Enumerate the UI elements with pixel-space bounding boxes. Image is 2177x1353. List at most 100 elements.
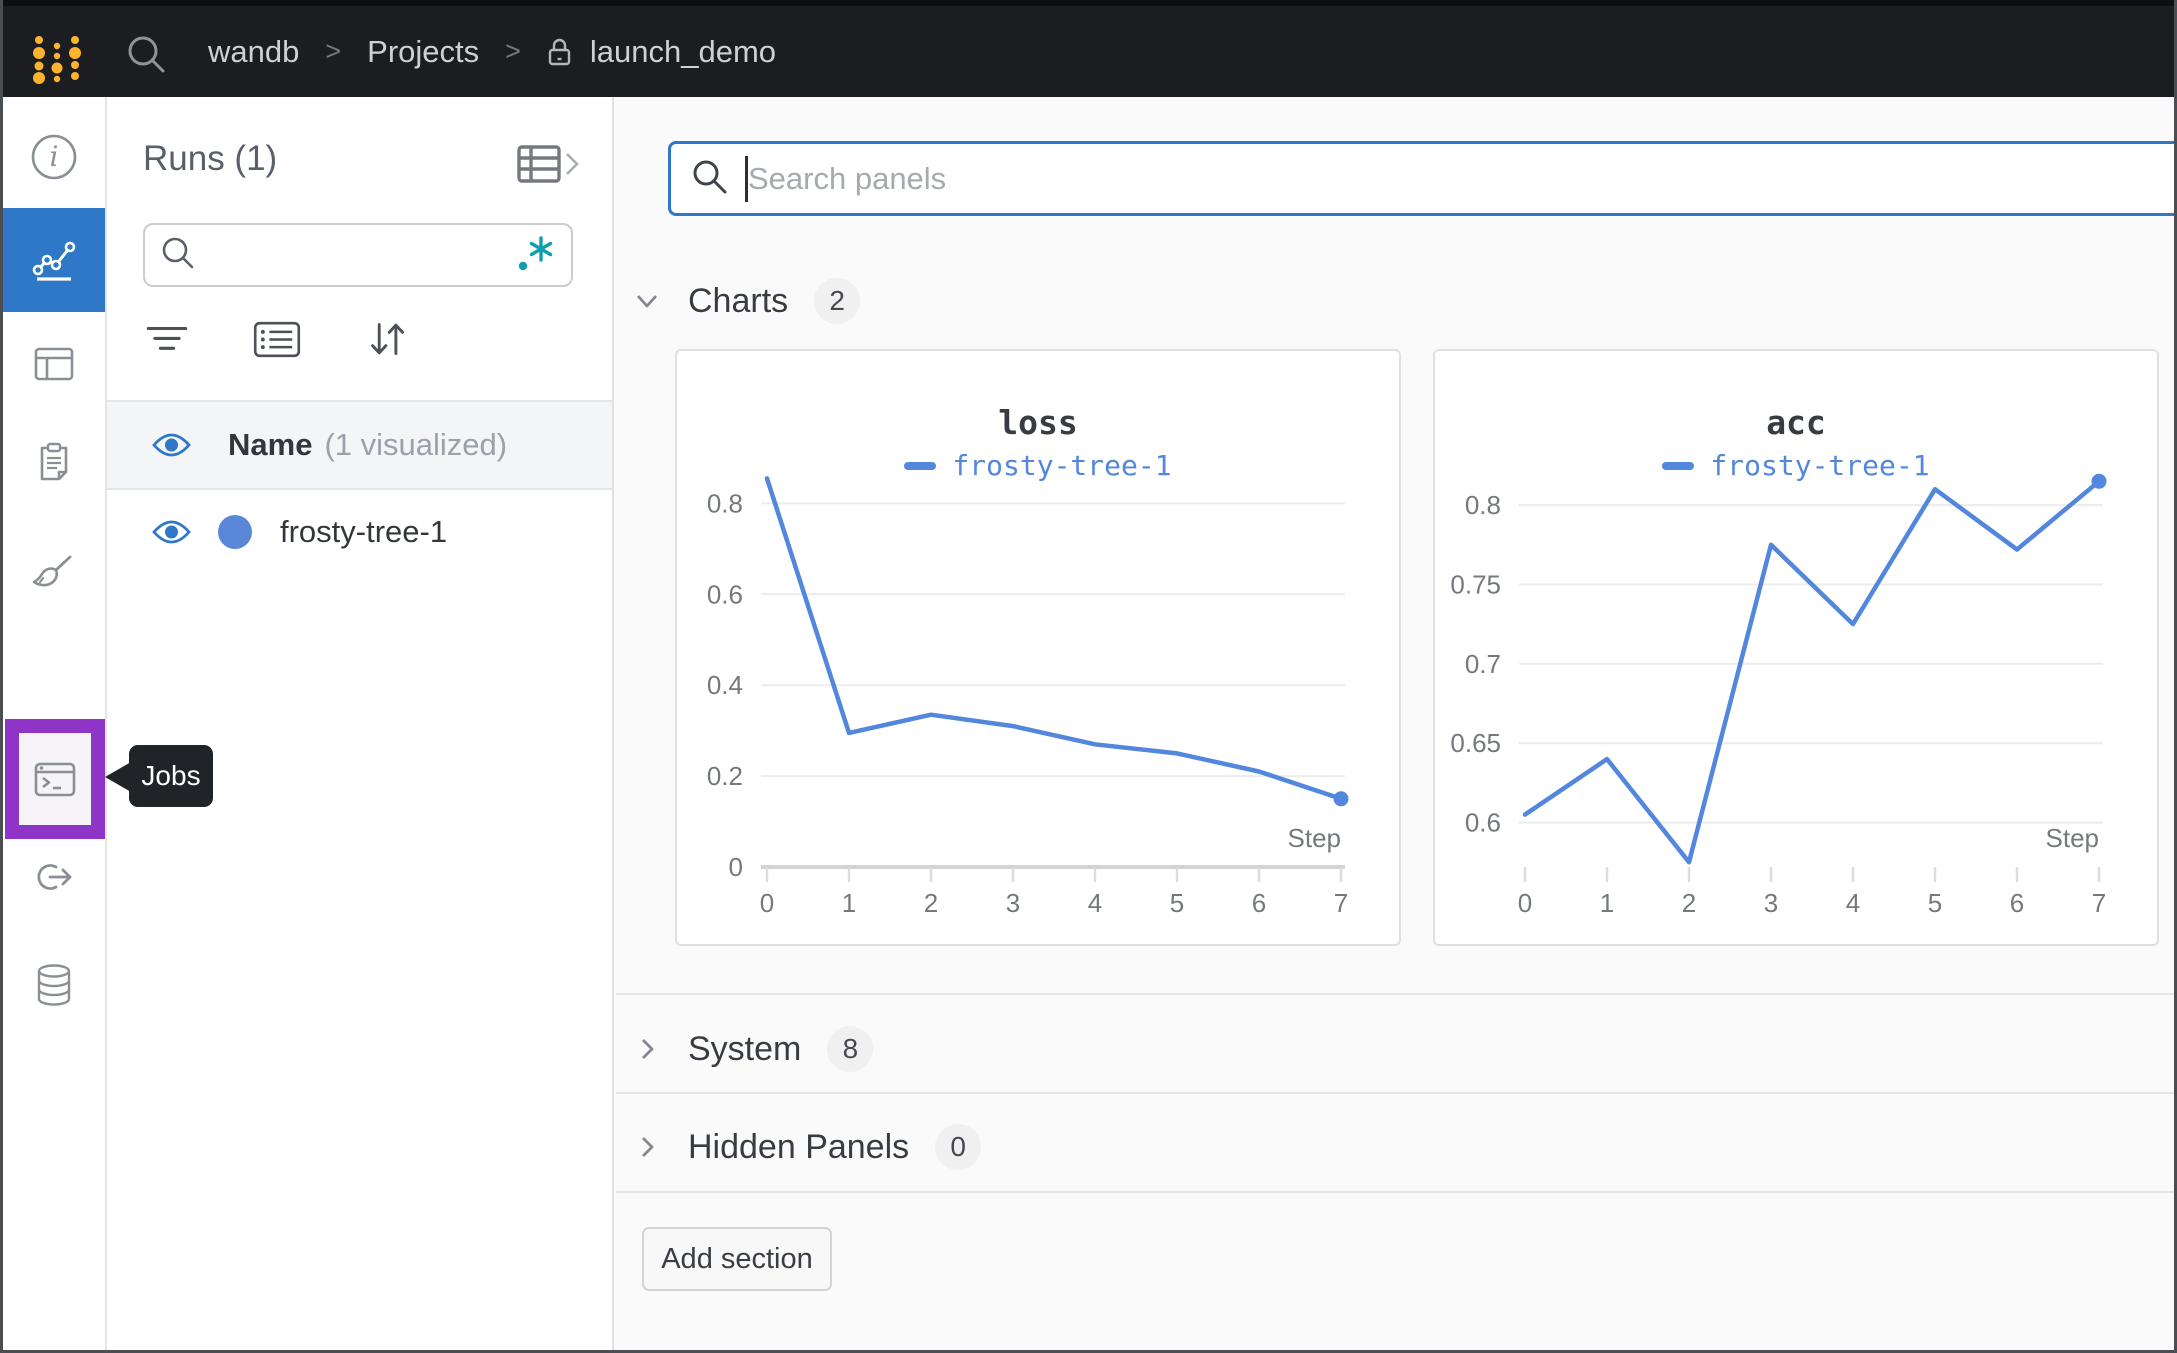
table-icon	[34, 347, 74, 381]
panel-search-input[interactable]	[748, 160, 2174, 197]
legend-run-name[interactable]: frosty-tree-1	[1710, 449, 1930, 482]
svg-text:1: 1	[842, 888, 856, 918]
svg-text:0.4: 0.4	[707, 670, 743, 700]
runs-search-box[interactable]	[143, 223, 573, 287]
section-count-badge: 8	[827, 1026, 874, 1072]
chart-legend: frosty-tree-1	[677, 449, 1399, 482]
workspace-main: Charts 2 loss frosty-tree-1 0 0.2 0.4 0.6 0.8 0…	[616, 97, 2174, 1350]
svg-text:0.2: 0.2	[707, 761, 743, 791]
svg-text:0.75: 0.75	[1450, 570, 1501, 600]
text-cursor	[745, 155, 748, 202]
tooltip-arrow	[105, 762, 131, 792]
clipboard-icon	[40, 442, 68, 481]
breadcrumb-separator: >	[325, 36, 342, 66]
svg-text:7: 7	[2092, 888, 2106, 918]
svg-text:5: 5	[1928, 888, 1942, 918]
broom-icon	[32, 555, 72, 587]
breadcrumb-separator: >	[505, 36, 521, 66]
legend-line-icon	[1662, 461, 1695, 470]
svg-text:0.65: 0.65	[1450, 728, 1501, 758]
wandb-logo-icon[interactable]	[29, 28, 85, 84]
nav-jobs-button[interactable]	[5, 719, 105, 839]
breadcrumb-project-name[interactable]: launch_demo	[589, 33, 777, 69]
svg-text:Step: Step	[1288, 823, 1342, 853]
svg-text:0.8: 0.8	[707, 488, 743, 518]
legend-line-icon	[904, 461, 937, 470]
terminal-icon	[34, 762, 76, 797]
nav-launch-button[interactable]	[3, 826, 105, 930]
top-navigation-bar: wandb > Projects > launch_demo	[3, 0, 2174, 97]
svg-text:0.7: 0.7	[1465, 649, 1501, 679]
runs-sidebar: Runs (1)	[107, 97, 614, 1350]
runs-search-input[interactable]	[199, 239, 513, 271]
runs-toolbar	[143, 315, 533, 363]
line-chart-plot[interactable]: 0 0.2 0.4 0.6 0.8 0 1 2 3 4 5 6 7 Step	[677, 351, 1403, 948]
database-icon	[37, 964, 71, 1006]
svg-text:6: 6	[2010, 888, 2024, 918]
run-color-dot[interactable]	[218, 515, 252, 549]
runs-header-annotation: (1 visualized)	[324, 427, 508, 462]
chevron-down-icon	[636, 295, 658, 308]
chevron-right-icon	[642, 1039, 654, 1059]
breadcrumb-projects[interactable]: Projects	[367, 33, 480, 69]
chart-legend: frosty-tree-1	[1435, 449, 2157, 482]
info-icon: i	[31, 134, 77, 180]
run-row[interactable]: frosty-tree-1	[107, 490, 612, 574]
runs-list-header-row: Name (1 visualized)	[107, 402, 612, 488]
section-count-badge: 0	[935, 1124, 982, 1170]
svg-text:7: 7	[1334, 888, 1348, 918]
lock-icon	[548, 38, 571, 65]
section-count-badge: 2	[814, 278, 861, 324]
line-chart-plot[interactable]: 0.6 0.65 0.7 0.75 0.8 0 1 2 3 4 5 6 7 Step	[1435, 351, 2161, 948]
section-header-hidden-panels[interactable]: Hidden Panels 0	[634, 1123, 982, 1171]
run-name[interactable]: frosty-tree-1	[280, 514, 448, 549]
svg-text:0.6: 0.6	[1465, 808, 1501, 838]
visibility-eye-icon[interactable]	[151, 430, 192, 460]
sort-button[interactable]	[363, 317, 411, 361]
chart-title: loss	[998, 403, 1078, 442]
svg-text:0: 0	[729, 852, 743, 882]
nav-runs-table-button[interactable]	[3, 312, 105, 416]
divider	[616, 1191, 2174, 1193]
panel-search-box[interactable]	[668, 141, 2174, 216]
launch-arrow-icon	[37, 864, 72, 890]
filter-button[interactable]	[143, 317, 191, 361]
sort-arrows-icon	[371, 323, 404, 355]
chart-panel-loss[interactable]: loss frosty-tree-1 0 0.2 0.4 0.6 0.8 0 1 2 3 4 5 6 7 St…	[675, 349, 1401, 946]
list-icon	[253, 321, 301, 357]
left-nav-rail: i	[3, 97, 213, 1350]
chart-title: acc	[1766, 403, 1826, 442]
runs-header-name[interactable]: Name	[228, 427, 313, 462]
section-label: Hidden Panels	[688, 1127, 910, 1166]
search-icon[interactable]	[125, 34, 169, 78]
search-icon	[693, 160, 727, 193]
section-header-charts[interactable]: Charts 2	[634, 277, 861, 325]
expand-runs-table-button[interactable]	[515, 143, 585, 185]
svg-text:3: 3	[1764, 888, 1778, 918]
nav-sweeps-button[interactable]	[3, 522, 105, 626]
nav-workspace-button[interactable]	[3, 208, 105, 312]
regex-toggle-icon[interactable]	[513, 233, 557, 277]
section-header-system[interactable]: System 8	[634, 1025, 874, 1073]
divider	[107, 400, 612, 402]
chart-panel-acc[interactable]: acc frosty-tree-1 0.6 0.65 0.7 0.75 0.8 0 1 2 3 4 5 6…	[1433, 349, 2159, 946]
svg-text:1: 1	[1600, 888, 1614, 918]
svg-text:3: 3	[1006, 888, 1020, 918]
divider	[616, 993, 2174, 995]
filter-icon	[146, 326, 188, 350]
jobs-tooltip: Jobs	[129, 745, 213, 807]
svg-text:0: 0	[760, 888, 774, 918]
svg-text:2: 2	[924, 888, 938, 918]
nav-logs-button[interactable]	[3, 411, 105, 515]
add-section-button[interactable]: Add section	[642, 1227, 832, 1291]
nav-artifacts-button[interactable]	[3, 933, 105, 1037]
svg-text:i: i	[50, 140, 59, 173]
legend-run-name[interactable]: frosty-tree-1	[952, 449, 1172, 482]
svg-text:0.8: 0.8	[1465, 490, 1501, 520]
nav-overview-button[interactable]: i	[3, 105, 105, 209]
breadcrumb-team[interactable]: wandb	[208, 33, 300, 69]
svg-text:6: 6	[1252, 888, 1266, 918]
visibility-eye-icon[interactable]	[151, 517, 192, 547]
group-button[interactable]	[253, 317, 301, 361]
